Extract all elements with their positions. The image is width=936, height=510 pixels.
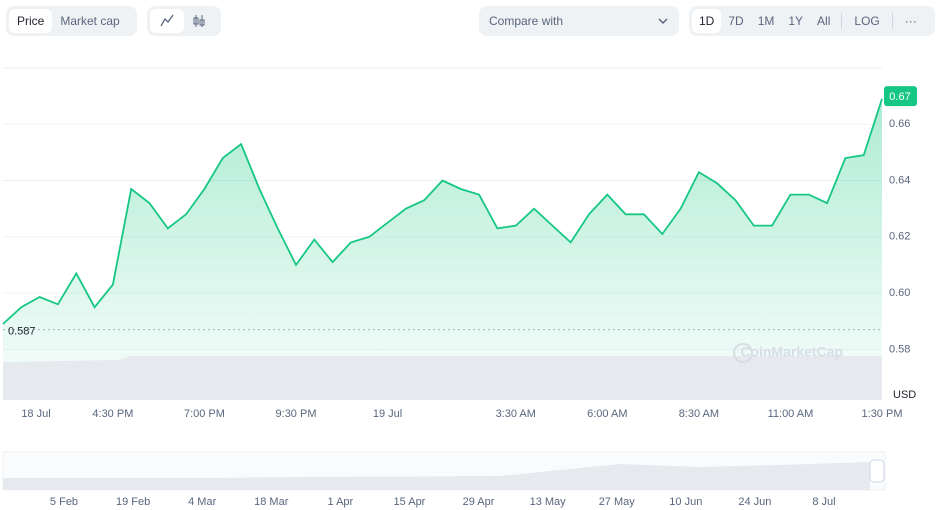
- range-button[interactable]: 1Y: [788, 14, 804, 28]
- chevron: [658, 18, 668, 25]
- navigator-label: 24 Jun: [738, 496, 771, 508]
- navigator-label: 19 Feb: [116, 496, 150, 508]
- range-tabs: 1D 7D 1M 1Y All LOG ···: [689, 6, 935, 36]
- navigator-label: 1 Apr: [328, 496, 354, 508]
- current-price-badge: [884, 86, 917, 107]
- watermark: CoinMarketCap: [740, 344, 843, 360]
- tab-price[interactable]: Price: [9, 9, 53, 33]
- range-button[interactable]: 1M: [757, 14, 775, 28]
- x-tick-label: 4:30 PM: [92, 408, 133, 420]
- navigator-label: 10 Jun: [669, 496, 702, 508]
- navigator-label: 13 May: [530, 496, 567, 508]
- metric-tabs: Price Market cap: [6, 6, 137, 36]
- y-tick-label: 0.64: [889, 174, 910, 186]
- x-tick-label: 3:30 AM: [496, 408, 536, 420]
- candle-style-button[interactable]: [184, 9, 214, 33]
- range-button[interactable]: All: [817, 14, 831, 28]
- line-style-button[interactable]: [150, 9, 184, 33]
- y-tick-label: 0.62: [889, 231, 910, 243]
- plot: 0.58 0.60 0.62 0.64 0.66: [2, 98, 910, 401]
- current-price-label: 0.67: [889, 91, 910, 103]
- navigator-label: 8 Jul: [812, 496, 835, 508]
- y-tick-label: 0.66: [889, 118, 910, 130]
- y-tick-label: 0.58: [889, 343, 910, 355]
- log-button[interactable]: LOG: [854, 14, 880, 28]
- navigator-label: 15 Apr: [394, 496, 426, 508]
- y-axis-label: USD: [893, 389, 916, 401]
- y-tick-label: 0.60: [889, 287, 910, 299]
- x-tick-label: 9:30 PM: [276, 408, 317, 420]
- navigator-label: 4 Mar: [188, 496, 216, 508]
- watermark-logo: [733, 343, 753, 363]
- line-icon: [160, 14, 174, 27]
- separator: [841, 13, 843, 29]
- x-tick-label: 1:30 PM: [862, 408, 903, 420]
- price-area: [3, 98, 882, 401]
- x-tick-label: 18 Jul: [21, 408, 50, 420]
- candle-icon: [193, 15, 205, 27]
- compare-label: Compare with: [489, 14, 564, 28]
- compare-select[interactable]: Compare with: [479, 6, 679, 36]
- x-tick-label: 19 Jul: [373, 408, 402, 420]
- range-button[interactable]: 1D: [692, 9, 722, 33]
- volume-area: [3, 356, 882, 400]
- navigator-label: 5 Feb: [50, 496, 78, 508]
- more-button[interactable]: ···: [904, 14, 917, 28]
- open-price-label: 0.587: [8, 326, 36, 338]
- price-line: [2, 98, 883, 325]
- x-tick-label: 8:30 AM: [679, 408, 719, 420]
- chart-style: [147, 6, 221, 36]
- x-tick-label: 11:00 AM: [768, 408, 814, 420]
- x-tick-label: 6:00 AM: [587, 408, 627, 420]
- navigator-label: 18 Mar: [254, 496, 289, 508]
- navigator-area: [3, 462, 870, 490]
- separator: [891, 13, 893, 29]
- range-button[interactable]: 7D: [728, 14, 744, 28]
- navigator-label: 27 May: [599, 496, 636, 508]
- tab-market-cap[interactable]: Market cap: [60, 14, 120, 28]
- x-tick-label: 7:00 PM: [184, 408, 225, 420]
- navigator-label: 29 Apr: [463, 496, 495, 508]
- navigator-handle[interactable]: [869, 459, 885, 483]
